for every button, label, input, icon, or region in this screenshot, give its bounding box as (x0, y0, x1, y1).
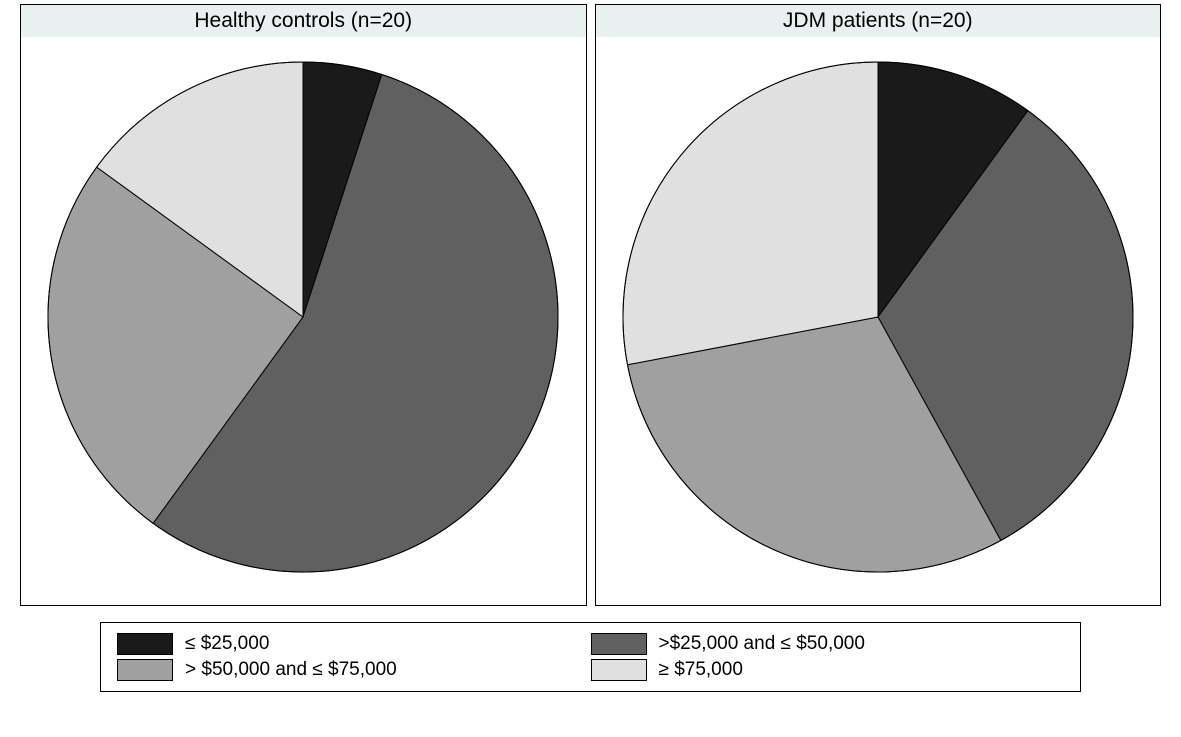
legend-row: ≤ $25,000 >$25,000 and ≤ $50,000 (117, 631, 1064, 657)
panel-title: JDM patients (n=20) (783, 5, 973, 37)
legend-label: ≥ $75,000 (659, 659, 743, 681)
legend-swatch (591, 659, 647, 681)
legend-item: ≤ $25,000 (117, 631, 591, 657)
panel-title-bar: Healthy controls (n=20) (21, 5, 586, 37)
pie-slice (623, 62, 878, 365)
legend-swatch (117, 633, 173, 655)
panel-jdm-patients: JDM patients (n=20) (595, 4, 1162, 606)
panel-healthy-controls: Healthy controls (n=20) (20, 4, 587, 606)
legend-item: > $50,000 and ≤ $75,000 (117, 657, 591, 683)
legend-swatch (117, 659, 173, 681)
pie-chart-left (23, 37, 583, 597)
pie-chart-right (598, 37, 1158, 597)
legend-label: ≤ $25,000 (185, 633, 269, 655)
panels-row: Healthy controls (n=20) JDM patients (n=… (0, 0, 1181, 606)
legend-row: > $50,000 and ≤ $75,000 ≥ $75,000 (117, 657, 1064, 683)
panel-title: Healthy controls (n=20) (194, 5, 412, 37)
chart-area-right (596, 37, 1161, 597)
legend-label: > $50,000 and ≤ $75,000 (185, 659, 397, 681)
figure-container: Healthy controls (n=20) JDM patients (n=… (0, 0, 1181, 737)
legend-label: >$25,000 and ≤ $50,000 (659, 633, 865, 655)
panel-title-bar: JDM patients (n=20) (596, 5, 1161, 37)
legend-item: >$25,000 and ≤ $50,000 (591, 631, 1065, 657)
legend: ≤ $25,000 >$25,000 and ≤ $50,000 > $50,0… (100, 622, 1081, 692)
chart-area-left (21, 37, 586, 597)
legend-swatch (591, 633, 647, 655)
legend-item: ≥ $75,000 (591, 657, 1065, 683)
